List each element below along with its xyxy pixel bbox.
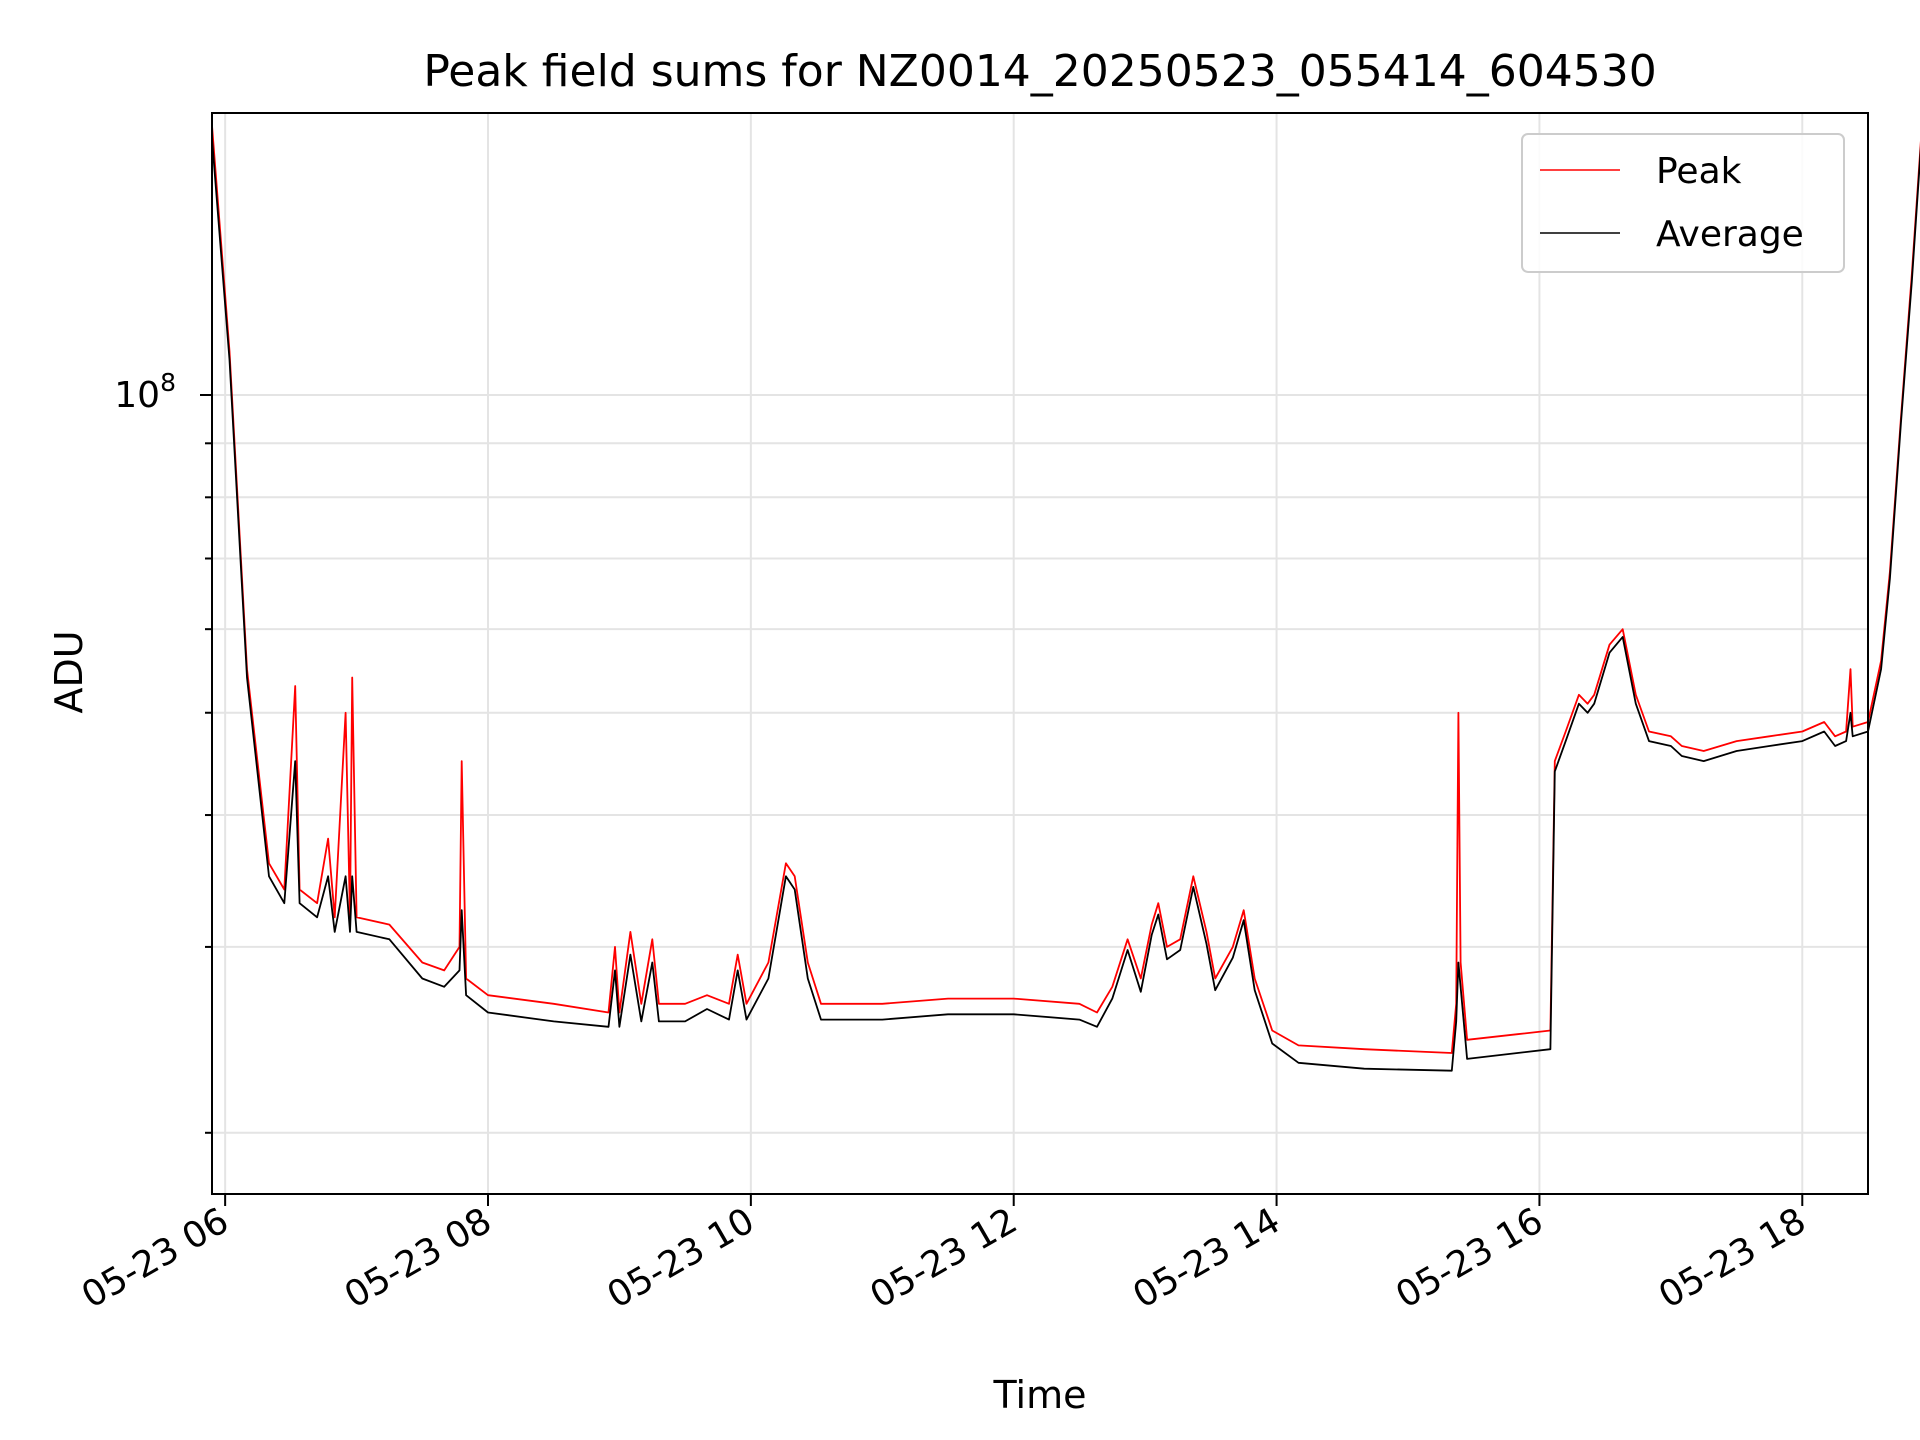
y-tick-label-1e8: 108	[114, 368, 176, 416]
legend-label-average: Average	[1656, 214, 1804, 255]
y-tick-base: 10	[114, 375, 160, 416]
legend: Peak Average	[1521, 133, 1845, 273]
series-layer	[211, 125, 1920, 1072]
grid	[212, 113, 1868, 1194]
series-line-average	[211, 138, 1920, 1072]
legend-label-peak: Peak	[1656, 151, 1742, 192]
series-line-peak	[211, 125, 1920, 1054]
y-tick-exponent: 8	[160, 368, 176, 397]
chart-title: Peak field sums for NZ0014_20250523_0554…	[423, 46, 1656, 97]
x-axis-label: Time	[993, 1373, 1087, 1417]
y-axis-label: ADU	[47, 630, 91, 713]
plot-frame	[211, 112, 1869, 1195]
legend-box	[1521, 133, 1845, 273]
